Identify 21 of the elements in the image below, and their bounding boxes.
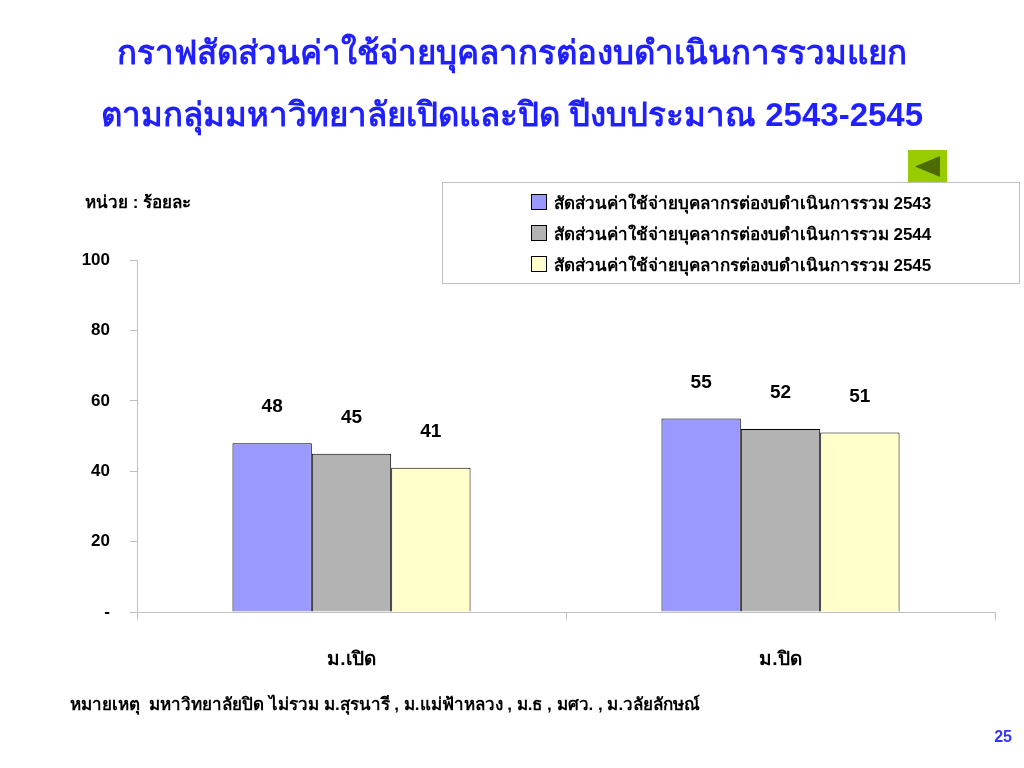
y-tick-label: 60: [91, 390, 110, 410]
legend-label: สัดส่วนค่าใช้จ่ายบุคลากรต่องบดำเนินการรวม 2543: [553, 192, 932, 216]
x-tick-label: ม.ปิด: [759, 647, 802, 669]
text: 25: [994, 728, 1012, 746]
data-label: 52: [769, 381, 792, 403]
data-label: 41: [420, 420, 442, 441]
y-tick-label: 100: [81, 249, 110, 269]
data-label: 55: [690, 370, 713, 392]
legend-label: สัดส่วนค่าใช้จ่ายบุคลากรต่องบดำเนินการรวม 2544: [553, 223, 932, 247]
text: หมายเหตุ มหาวิทยาลัยปิด ไม่รวม ม.สุรนารี , ม.แม่ฟ้าหลวง , ม.ธ , มศว. , ม.วลัยลักษณ์: [70, 693, 701, 717]
y-tick-label: -: [104, 601, 110, 621]
legend-label: สัดส่วนค่าใช้จ่ายบุคลากรต่องบดำเนินการรวม 2545: [553, 254, 932, 278]
y-axis-title: หน่วย : ร้อยละ: [85, 192, 192, 214]
data-label: 48: [261, 395, 283, 417]
y-tick-label: 80: [91, 320, 110, 340]
y-tick-label: 40: [91, 460, 110, 480]
chart-title: กราฟสัดส่วนค่าใช้จ่ายบุคลากรต่องบดำเนินการรวมแยก ตามกลุ่มมหาวิทยาลัยเปิดและปิด ปีงบประมาณ 2543-2545: [99, 32, 925, 138]
y-tick-label: 20: [91, 531, 110, 551]
data-label: 45: [340, 405, 363, 427]
x-tick-label: ม.เปิด: [327, 647, 376, 669]
data-label: 51: [849, 384, 871, 406]
